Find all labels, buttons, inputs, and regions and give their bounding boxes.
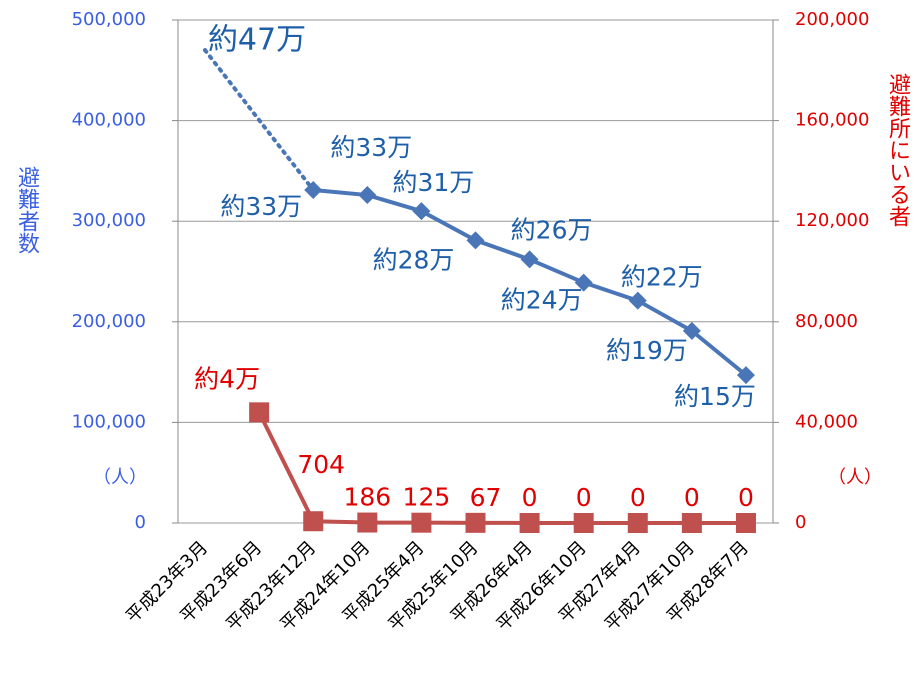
y-tick-label: 100,000 xyxy=(72,411,146,432)
data-label: 約22万 xyxy=(621,263,703,292)
y2-tick-label: 40,000 xyxy=(795,411,858,432)
y2-tick-label: 160,000 xyxy=(795,110,869,131)
data-label: 125 xyxy=(403,483,451,512)
y-unit: （人） xyxy=(93,467,147,488)
y-tick-label: 200,000 xyxy=(72,311,146,332)
data-label: 0 xyxy=(738,483,754,512)
data-label: 0 xyxy=(630,483,646,512)
marker xyxy=(466,231,485,250)
data-label: 67 xyxy=(470,483,502,512)
marker xyxy=(249,402,270,423)
y-tick-label: 0 xyxy=(135,512,146,533)
marker xyxy=(358,186,377,205)
marker xyxy=(735,513,756,533)
y-tick-label: 500,000 xyxy=(72,9,146,30)
gap-connector xyxy=(203,48,316,193)
marker xyxy=(682,321,701,340)
marker xyxy=(203,48,208,53)
marker xyxy=(574,273,593,292)
y2-tick-label: 80,000 xyxy=(795,311,858,332)
marker xyxy=(627,513,648,533)
marker xyxy=(357,512,378,533)
data-label: 約33万 xyxy=(220,192,302,221)
marker xyxy=(303,511,324,532)
y2-tick-label: 0 xyxy=(795,512,806,533)
y-tick-label: 300,000 xyxy=(72,210,146,231)
data-label: 約28万 xyxy=(373,245,455,274)
marker xyxy=(628,291,647,310)
y2-axis-label: 避難所にいる者 xyxy=(885,73,911,227)
marker xyxy=(412,202,431,221)
data-label: 704 xyxy=(297,450,345,479)
data-label: 約33万 xyxy=(330,133,412,162)
marker xyxy=(411,512,432,533)
data-label: 約47万 xyxy=(208,23,306,58)
data-label: 約15万 xyxy=(674,382,756,411)
marker xyxy=(520,250,539,269)
data-label: 約31万 xyxy=(393,168,475,197)
data-label: 0 xyxy=(576,483,592,512)
marker xyxy=(465,512,486,533)
y2-tick-label: 200,000 xyxy=(795,9,869,30)
marker xyxy=(304,181,323,200)
y-tick-label: 400,000 xyxy=(72,110,146,131)
marker xyxy=(681,513,702,533)
data-label: 約24万 xyxy=(501,286,583,315)
data-label: 0 xyxy=(522,483,538,512)
y2-unit: （人） xyxy=(828,467,882,488)
series-line xyxy=(257,411,746,525)
marker xyxy=(736,366,755,385)
y-axis-label: 避難者数 xyxy=(14,166,40,254)
y2-tick-label: 120,000 xyxy=(795,210,869,231)
data-label: 0 xyxy=(684,483,700,512)
marker xyxy=(519,513,540,533)
data-label: 186 xyxy=(343,483,391,512)
data-label: 約19万 xyxy=(606,336,688,365)
data-label: 約26万 xyxy=(511,215,593,244)
data-label: 約4万 xyxy=(194,364,260,393)
marker xyxy=(573,513,594,533)
plot-area xyxy=(177,19,774,524)
